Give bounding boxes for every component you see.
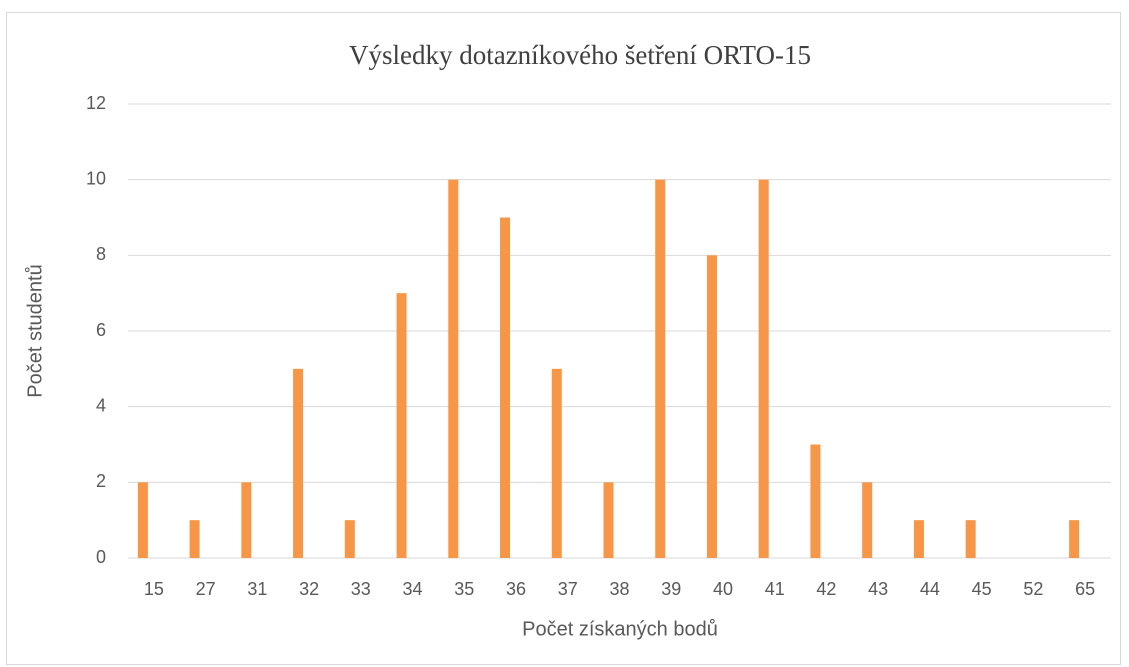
bar [758,179,769,558]
bar [137,482,148,558]
x-tick-label: 37 [558,579,578,599]
bar [965,520,976,558]
bar [1069,520,1080,558]
x-tick-label: 42 [816,579,836,599]
bar [655,179,666,558]
y-tick-label: 12 [86,93,106,113]
chart-border [6,12,1121,665]
x-tick-label: 34 [403,579,423,599]
y-tick-label: 10 [86,168,106,188]
bar [500,217,511,558]
bar [913,520,924,558]
chart-title: Výsledky dotazníkového šetření ORTO-15 [349,40,811,70]
bar [551,368,562,558]
y-tick-label: 6 [96,320,106,340]
x-axis-label: Počet získaných bodů [522,618,718,640]
x-tick-label: 15 [144,579,164,599]
bar [241,482,252,558]
x-tick-label: 40 [713,579,733,599]
x-tick-label: 45 [972,579,992,599]
y-tick-label: 2 [96,471,106,491]
bar [396,293,407,558]
bar [293,368,304,558]
x-tick-label: 39 [661,579,681,599]
x-tick-label: 41 [765,579,785,599]
x-tick-label: 65 [1075,579,1095,599]
y-tick-label: 0 [96,547,106,567]
bar [448,179,459,558]
x-tick-label: 44 [920,579,940,599]
bar [706,255,717,559]
x-tick-label: 33 [351,579,371,599]
bar [603,482,614,558]
y-tick-label: 4 [96,395,106,415]
y-tick-label: 8 [96,244,106,264]
bar [862,482,873,558]
x-tick-label: 38 [609,579,629,599]
x-tick-label: 43 [868,579,888,599]
bar [189,520,200,558]
x-tick-label: 35 [454,579,474,599]
x-tick-label: 32 [299,579,319,599]
bar [344,520,355,558]
x-tick-label: 36 [506,579,526,599]
x-tick-label: 31 [247,579,267,599]
x-tick-label: 52 [1023,579,1043,599]
y-axis-label: Počet studentů [24,264,46,397]
bar [810,444,821,558]
x-tick-label: 27 [196,579,216,599]
